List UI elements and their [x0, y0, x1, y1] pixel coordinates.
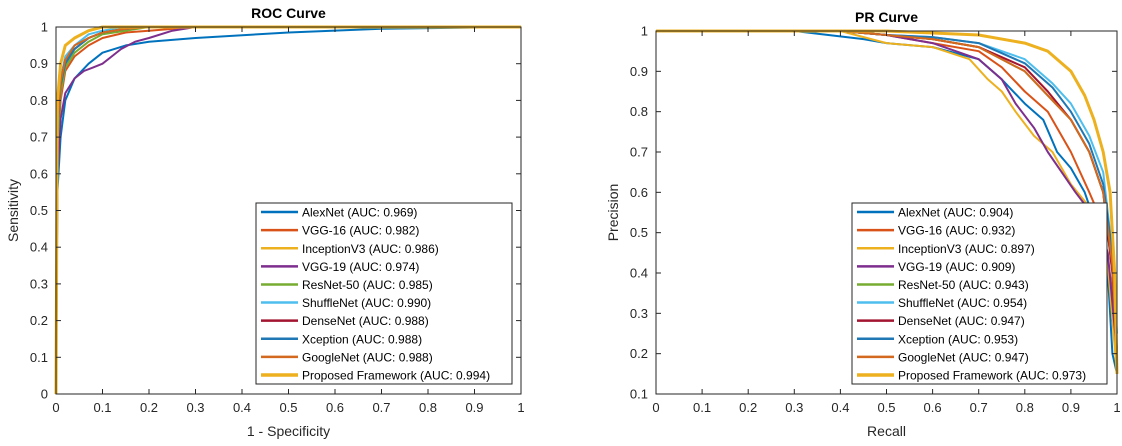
- pr-legend-entry-7: Xception (AUC: 0.953): [898, 332, 1018, 346]
- pr-legend-box: [851, 202, 1108, 385]
- pr-legend-entry-3: VGG-19 (AUC: 0.909): [898, 260, 1015, 274]
- roc-legend: AlexNet (AUC: 0.969) VGG-16 (AUC: 0.982) I…: [255, 202, 513, 385]
- pr-legend-entry-6: DenseNet (AUC: 0.947): [898, 314, 1025, 328]
- pr-legend-entry-9: Proposed Framework (AUC: 0.973): [898, 368, 1086, 382]
- roc-ytick-label-2: 0.2: [30, 313, 48, 328]
- pr-ytick-label-0: 0.1: [630, 387, 648, 402]
- roc-xtick-label-10: 1: [517, 400, 524, 415]
- roc-ytick-label-4: 0.4: [30, 240, 48, 255]
- pr-chart-title: PR Curve: [855, 9, 918, 25]
- roc-series-line-3: [55, 26, 521, 395]
- roc-legend-entry-0: AlexNet (AUC: 0.969): [302, 206, 417, 220]
- pr-legend-entry-8: GoogleNet (AUC: 0.947): [898, 350, 1029, 364]
- pr-x-axis-label: Recall: [867, 423, 906, 439]
- roc-chart-title: ROC Curve: [251, 5, 326, 21]
- roc-xtick-label-3: 0.3: [186, 400, 204, 415]
- roc-xtick-label-8: 0.8: [419, 400, 437, 415]
- pr-ytick-label-7: 0.8: [630, 104, 648, 119]
- roc-ytick-label-7: 0.7: [30, 130, 48, 145]
- pr-y-axis-label: Precision: [605, 184, 621, 242]
- roc-ytick-label-10: 1: [41, 20, 48, 35]
- pr-ytick-label-5: 0.6: [630, 185, 648, 200]
- roc-chart: 0 0.1 0.2 0.3 0.4 0.5 0.6 0.7 0.8 0.9 1 0 0.1 0.2 0.3 0…: [5, 5, 525, 439]
- pr-legend-entry-0: AlexNet (AUC: 0.904): [898, 206, 1013, 220]
- roc-xtick-label-1: 0.1: [93, 400, 111, 415]
- pr-legend-entry-1: VGG-16 (AUC: 0.932): [898, 224, 1015, 238]
- roc-xtick-label-9: 0.9: [465, 400, 483, 415]
- pr-ytick-label-9: 1: [641, 24, 648, 39]
- pr-xtick-label-10: 1: [1113, 400, 1120, 415]
- pr-xtick-label-0: 0: [652, 400, 659, 415]
- roc-legend-entry-4: ResNet-50 (AUC: 0.985): [302, 278, 433, 292]
- pr-xtick-label-5: 0.5: [877, 400, 895, 415]
- roc-ytick-label-8: 0.8: [30, 93, 48, 108]
- roc-xtick-label-4: 0.4: [233, 400, 251, 415]
- roc-legend-entry-9: Proposed Framework (AUC: 0.994): [302, 368, 490, 382]
- pr-xtick-label-7: 0.7: [970, 400, 988, 415]
- roc-legend-entry-6: DenseNet (AUC: 0.988): [302, 314, 429, 328]
- roc-legend-entry-5: ShuffleNet (AUC: 0.990): [302, 296, 431, 310]
- roc-xtick-label-6: 0.6: [326, 400, 344, 415]
- pr-xtick-label-8: 0.8: [1016, 400, 1034, 415]
- roc-ytick-label-3: 0.3: [30, 276, 48, 291]
- pr-legend-entry-2: InceptionV3 (AUC: 0.897): [898, 242, 1035, 256]
- roc-legend-entry-1: VGG-16 (AUC: 0.982): [302, 224, 419, 238]
- pr-ytick-label-8: 0.9: [630, 64, 648, 79]
- pr-legend-entry-4: ResNet-50 (AUC: 0.943): [898, 278, 1029, 292]
- roc-y-axis-label: Sensitivity: [5, 179, 21, 242]
- roc-series-group: [54, 25, 522, 395]
- pr-xtick-label-4: 0.4: [831, 400, 849, 415]
- pr-xtick-label-2: 0.2: [739, 400, 757, 415]
- pr-ytick-label-2: 0.3: [630, 306, 648, 321]
- pr-chart: 0 0.1 0.2 0.3 0.4 0.5 0.6 0.7 0.8 0.9 1 0.1 0.2 0.3 0.…: [605, 9, 1121, 439]
- roc-ytick-label-6: 0.6: [30, 166, 48, 181]
- roc-legend-entry-3: VGG-19 (AUC: 0.974): [302, 260, 419, 274]
- roc-xtick-label-0: 0: [52, 400, 59, 415]
- roc-ytick-label-0: 0: [41, 387, 48, 402]
- pr-xtick-label-3: 0.3: [785, 400, 803, 415]
- roc-legend-entry-7: Xception (AUC: 0.988): [302, 332, 422, 346]
- pr-legend-entry-5: ShuffleNet (AUC: 0.954): [898, 296, 1027, 310]
- pr-ytick-label-6: 0.7: [630, 145, 648, 160]
- roc-ytick-label-9: 0.9: [30, 56, 48, 71]
- roc-ytick-label-1: 0.1: [30, 350, 48, 365]
- pr-ytick-label-4: 0.5: [630, 225, 648, 240]
- roc-ytick-label-5: 0.5: [30, 203, 48, 218]
- roc-x-axis-label: 1 - Specificity: [247, 423, 330, 439]
- pr-xtick-label-6: 0.6: [924, 400, 942, 415]
- roc-legend-box: [255, 202, 513, 385]
- roc-series-line-9: [54, 25, 521, 395]
- pr-ytick-label-3: 0.4: [630, 266, 648, 281]
- pr-xtick-label-9: 0.9: [1062, 400, 1080, 415]
- pr-xtick-label-1: 0.1: [693, 400, 711, 415]
- roc-legend-entry-2: InceptionV3 (AUC: 0.986): [302, 242, 439, 256]
- roc-legend-entry-8: GoogleNet (AUC: 0.988): [302, 350, 433, 364]
- roc-xtick-label-7: 0.7: [372, 400, 390, 415]
- roc-xtick-label-5: 0.5: [279, 400, 297, 415]
- pr-ytick-label-1: 0.2: [630, 346, 648, 361]
- pr-legend: AlexNet (AUC: 0.904) VGG-16 (AUC: 0.932) I…: [851, 202, 1108, 385]
- roc-xtick-label-2: 0.2: [140, 400, 158, 415]
